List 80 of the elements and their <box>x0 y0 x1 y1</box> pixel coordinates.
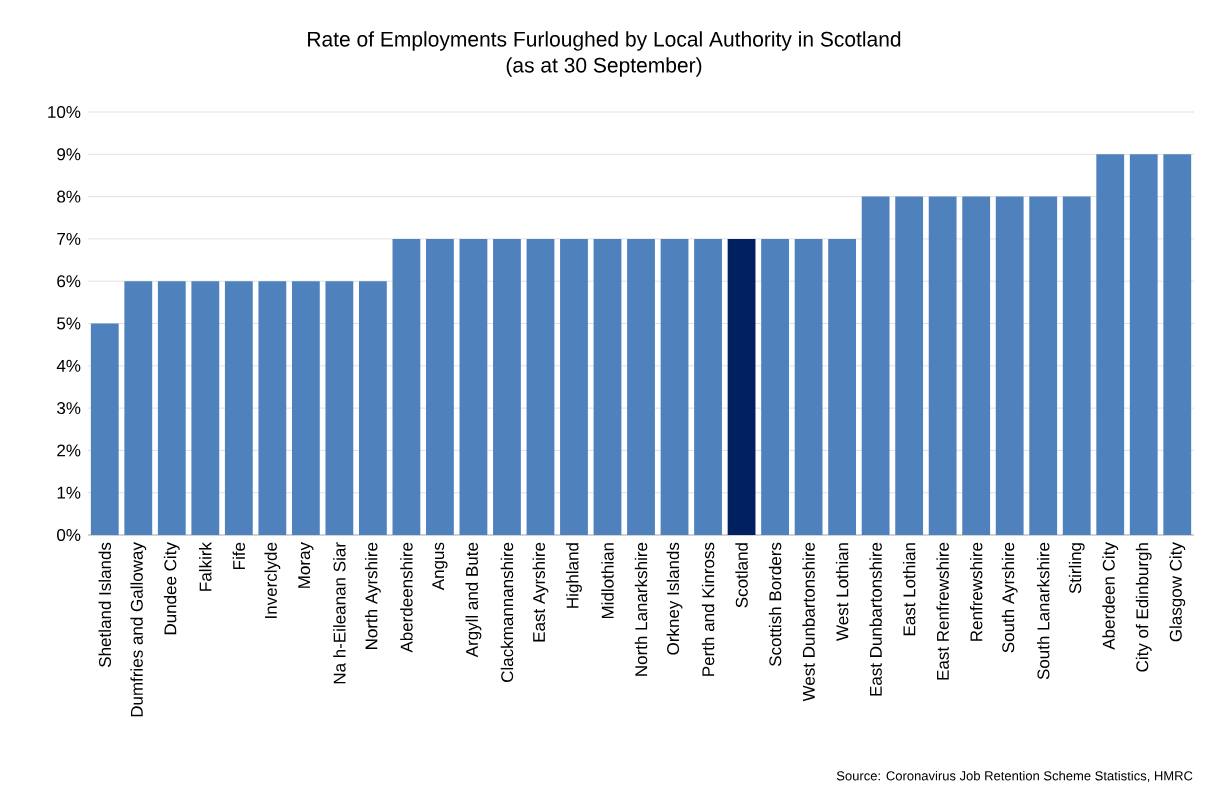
source-note: Source: Coronavirus Job Retention Scheme Statistics, HMRC <box>836 770 1193 782</box>
x-tick-label: Falkirk <box>199 542 212 591</box>
y-tick-label: 7% <box>57 232 81 245</box>
y-tick-label: 8% <box>57 190 81 203</box>
x-tick-label: Aberdeen City <box>1102 542 1119 650</box>
bar <box>1096 154 1125 535</box>
x-tick-label: Glasgow City <box>1169 542 1186 642</box>
bar <box>493 238 521 535</box>
bar <box>861 196 890 535</box>
bar <box>560 238 588 535</box>
bar <box>258 281 287 535</box>
y-tick-label: 0% <box>57 528 81 542</box>
y-tick-label: 2% <box>57 444 81 457</box>
y-tick-label: 6% <box>57 275 81 288</box>
x-tick-label: Moray <box>298 542 314 588</box>
bar <box>124 281 153 535</box>
x-tick-label: Highland <box>566 543 582 608</box>
x-tick-label: Argyll and Bute <box>465 542 482 658</box>
x-tick-label: Na h-Eileanan Siar <box>333 542 346 684</box>
y-tick-label: 10% <box>48 105 81 118</box>
bar <box>191 281 220 535</box>
bar <box>694 238 722 535</box>
bar <box>895 196 924 535</box>
y-tick-label: 4% <box>56 359 81 372</box>
bar <box>459 238 488 535</box>
bar <box>90 323 119 535</box>
bar <box>761 238 789 535</box>
x-tick-label: South Ayrshire <box>1001 542 1018 653</box>
y-tick-label: 3% <box>57 402 81 415</box>
bar <box>627 238 655 535</box>
x-tick-label: Renfrewshire <box>969 542 983 641</box>
bar <box>526 238 555 535</box>
x-tick-label: Dundee City <box>163 542 180 635</box>
x-tick-label: Dumfries and Galloway <box>130 542 147 717</box>
bar <box>224 281 253 535</box>
bar <box>928 196 957 535</box>
x-tick-label: North Ayrshire <box>364 542 381 649</box>
bar <box>358 281 387 535</box>
x-tick-label: Perth and Kinross <box>701 542 715 676</box>
bar <box>1163 154 1192 535</box>
bar <box>392 238 421 535</box>
x-tick-label: Fife <box>232 542 246 569</box>
bar <box>995 196 1024 535</box>
x-tick-label: Scotland <box>735 543 748 608</box>
chart-title: Rate of Employments Furloughed by Local Authority in Scotland <box>308 31 901 51</box>
x-tick-label: Clackmannanshire <box>500 542 514 682</box>
x-tick-label: North Lanarkshire <box>634 542 648 676</box>
bar <box>828 238 857 535</box>
x-tick-label: City of Edinburgh <box>1135 543 1152 672</box>
x-tick-label: Angus <box>432 542 448 591</box>
x-tick-label: East Ayrshire <box>532 542 549 642</box>
x-tick-label: Shetland Islands <box>98 542 111 667</box>
bar <box>1129 154 1158 535</box>
bar <box>325 281 354 535</box>
x-tick-label: West Dunbartonshire <box>802 542 815 702</box>
bar <box>426 238 454 535</box>
x-tick-label: East Lothian <box>902 543 916 636</box>
bar <box>157 281 186 535</box>
x-tick-label: Scottish Borders <box>768 542 782 666</box>
x-tick-label: East Dunbartonshire <box>869 542 882 696</box>
bar <box>727 238 756 535</box>
bar <box>291 281 320 535</box>
x-tick-label: East Renfrewshire <box>936 542 949 680</box>
x-tick-label: West Lothian <box>835 543 849 641</box>
bar <box>593 238 622 535</box>
bar <box>1029 196 1058 535</box>
y-tick-label: 1% <box>57 486 81 499</box>
x-tick-label: South Lanarkshire <box>1036 542 1050 680</box>
bar <box>1062 196 1091 535</box>
x-tick-label: Aberdeenshire <box>400 542 413 653</box>
chart-subtitle: (as at 30 September) <box>506 57 702 77</box>
x-tick-label: Inverclyde <box>264 542 281 618</box>
bar <box>794 238 823 535</box>
y-tick-label: 9% <box>57 148 81 161</box>
x-tick-label: Midlothian <box>601 543 614 619</box>
x-tick-label: Orkney Islands <box>666 542 683 655</box>
y-tick-label: 5% <box>57 317 81 330</box>
bar <box>962 196 991 535</box>
x-tick-label: Stirling <box>1068 543 1085 594</box>
bar <box>660 238 689 535</box>
